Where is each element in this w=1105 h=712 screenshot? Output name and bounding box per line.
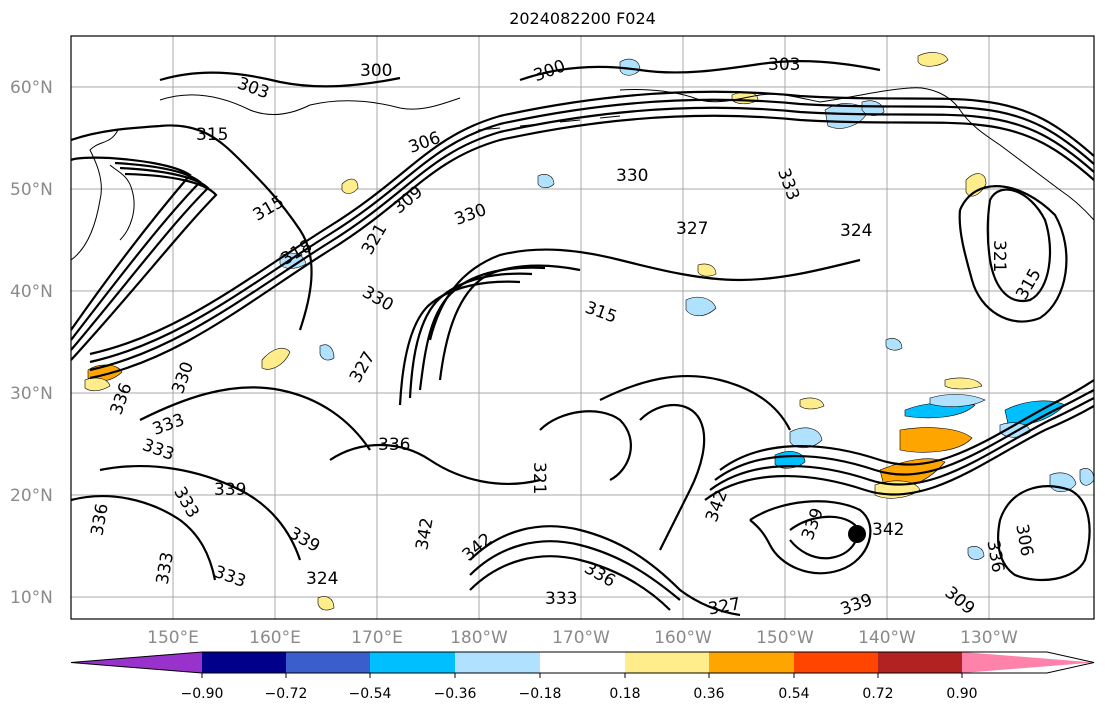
contour-label: 321 <box>529 462 549 494</box>
colorbar: −0.90 −0.72 −0.54 −0.36 −0.18 0.18 0.36 … <box>70 651 1095 702</box>
contour-label: 300 <box>360 61 392 81</box>
lon-label-180w: 180°W <box>450 628 508 648</box>
colorbar-tick-labels: −0.90 −0.72 −0.54 −0.36 −0.18 0.18 0.36 … <box>181 686 978 702</box>
colorbar-tick-label: −0.36 <box>434 686 477 702</box>
lon-label-140w: 140°W <box>858 628 916 648</box>
plot-area <box>71 36 1094 619</box>
lon-label-150w: 150°W <box>756 628 814 648</box>
contour-label: 336 <box>378 435 410 455</box>
map-title: 2024082200 F024 <box>509 9 656 28</box>
contour-label: 333 <box>545 589 577 609</box>
gridlines <box>71 36 1094 619</box>
contour-label: 342 <box>872 520 904 540</box>
contour-label: 324 <box>840 221 872 241</box>
longitude-labels: 150°E 160°E 170°E 180°W 170°W 160°W 150°… <box>147 628 1018 648</box>
shade-positive-yellow <box>944 377 983 390</box>
shade-negative-lightblue <box>885 338 903 351</box>
colorbar-segment <box>878 652 962 673</box>
colorbar-segment <box>71 652 202 673</box>
shade-negative-lightblue <box>861 100 885 116</box>
colorbar-tick-label: −0.72 <box>265 686 308 702</box>
shade-negative-lightblue <box>967 546 985 560</box>
lon-label-150e: 150°E <box>147 628 199 648</box>
colorbar-segment <box>625 652 709 673</box>
contour-label: 303 <box>768 55 800 75</box>
shade-positive-yellow <box>799 397 825 410</box>
shade-positive-yellow <box>341 178 359 194</box>
shade-positive-yellow <box>965 173 987 197</box>
latitude-labels: 60°N 50°N 40°N 30°N 20°N 10°N <box>10 78 53 608</box>
colorbar-segment <box>962 652 1094 673</box>
shade-negative-lightblue <box>685 296 717 317</box>
shade-positive-yellow <box>261 347 291 370</box>
lat-label-40n: 40°N <box>10 282 53 302</box>
shade-positive-orange <box>899 427 973 453</box>
colorbar-segment <box>202 652 286 673</box>
colorbar-segment <box>286 652 370 673</box>
lat-label-30n: 30°N <box>10 384 53 404</box>
colorbar-tick-label: 0.90 <box>946 686 977 702</box>
lon-label-160w: 160°W <box>654 628 712 648</box>
colorbar-segments <box>70 651 1095 678</box>
shade-negative-lightblue <box>537 174 555 189</box>
contours <box>71 60 1094 617</box>
colorbar-segment <box>455 652 540 673</box>
colorbar-segment <box>794 652 878 673</box>
contour-label: 324 <box>306 569 338 589</box>
colorbar-tick-label: 0.36 <box>693 686 724 702</box>
colorbar-tick-label: 0.54 <box>778 686 809 702</box>
shade-negative-lightblue <box>929 394 986 407</box>
shade-positive-yellow <box>917 52 949 67</box>
contour-label: 327 <box>676 219 708 239</box>
lat-label-50n: 50°N <box>10 180 53 200</box>
colorbar-segment <box>709 652 794 673</box>
colorbar-segment <box>370 652 455 673</box>
contour-label: 315 <box>196 125 228 145</box>
shade-negative-lightblue <box>279 252 307 269</box>
lon-label-170w: 170°W <box>552 628 610 648</box>
lon-label-130w: 130°W <box>960 628 1018 648</box>
contour-label: 321 <box>989 240 1009 272</box>
shade-negative-lightblue <box>319 344 335 361</box>
lat-label-10n: 10°N <box>10 588 53 608</box>
plot-border <box>70 35 1095 620</box>
lat-label-60n: 60°N <box>10 78 53 98</box>
colorbar-tick-label: −0.90 <box>181 686 224 702</box>
colorbar-tick-label: −0.54 <box>349 686 392 702</box>
colorbar-tick-label: 0.72 <box>862 686 893 702</box>
colorbar-tick-label: 0.18 <box>609 686 640 702</box>
lat-label-20n: 20°N <box>10 486 53 506</box>
shade-positive-yellow <box>697 263 717 277</box>
lon-label-170e: 170°E <box>351 628 403 648</box>
contour-label: 339 <box>214 480 246 500</box>
cyclone-center-marker <box>848 525 866 543</box>
colorbar-segment <box>540 652 625 673</box>
lon-label-160e: 160°E <box>249 628 301 648</box>
contour-label: 330 <box>616 166 648 186</box>
shade-positive-yellow <box>317 596 335 611</box>
colorbar-tick-label: −0.18 <box>519 686 562 702</box>
shaded-field <box>84 52 1094 611</box>
